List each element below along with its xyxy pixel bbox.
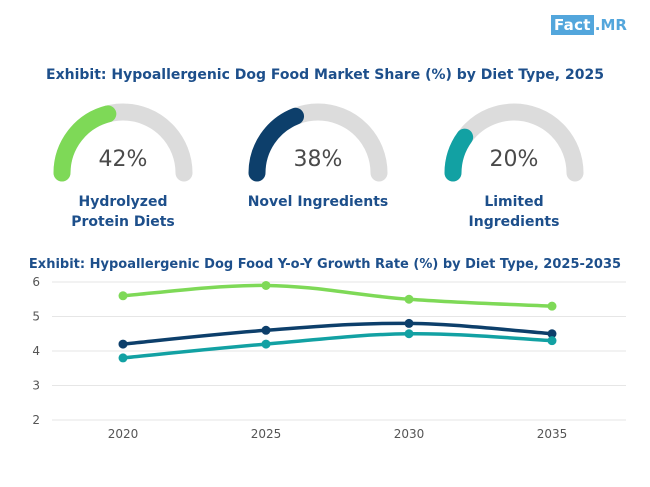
brand-logo-dot: .	[594, 16, 601, 34]
data-point	[547, 329, 557, 339]
data-point	[404, 318, 414, 328]
brand-logo-part2: MR	[600, 16, 627, 34]
gauge-limited-ingredients: 20% Limited Ingredients	[436, 100, 592, 240]
brand-logo-part1: Fact	[551, 15, 594, 35]
y-tick-label: 3	[32, 379, 40, 393]
data-point	[261, 325, 271, 335]
gauge-value: 20%	[489, 147, 539, 172]
data-point	[547, 336, 557, 346]
gauge-fill	[53, 105, 117, 182]
data-point	[404, 329, 414, 339]
gauge-value: 38%	[293, 147, 343, 172]
y-tick-label: 6	[32, 275, 40, 289]
gauge-label-line2: Ingredients	[468, 214, 560, 230]
x-tick-label: 2030	[394, 427, 425, 441]
gauge-arc-limited-ingredients	[444, 103, 584, 182]
gauge-label-line1: Limited	[484, 194, 544, 210]
data-point	[547, 301, 557, 311]
gauge-novel-ingredients: 38% Novel Ingredients	[240, 100, 396, 240]
gauge-label-line2: Protein Diets	[71, 214, 175, 230]
series-line	[121, 331, 554, 360]
x-tick-label: 2025	[251, 427, 282, 441]
data-point	[118, 339, 128, 349]
y-tick-label: 5	[32, 310, 40, 324]
brand-logo: Fact. MR	[551, 15, 627, 35]
gauge-label-line1: Novel Ingredients	[247, 194, 389, 210]
x-tick-label: 2020	[108, 427, 139, 441]
data-point	[404, 294, 414, 304]
data-point	[118, 353, 128, 363]
data-point	[118, 291, 128, 301]
gauge-label: Novel Ingredients	[220, 192, 416, 212]
x-tick-label: 2035	[537, 427, 568, 441]
gauge-arc-novel-ingredients	[248, 103, 388, 182]
gauge-fill	[444, 128, 474, 182]
y-tick-label: 2	[32, 413, 40, 427]
data-point	[261, 280, 271, 290]
gauge-fill	[248, 107, 305, 182]
series-line	[121, 321, 554, 346]
series-line	[121, 283, 554, 308]
data-point	[261, 339, 271, 349]
y-tick-label: 4	[32, 344, 40, 358]
gauge-chart-title: Exhibit: Hypoallergenic Dog Food Market …	[46, 67, 604, 83]
gauge-label: Limited Ingredients	[416, 192, 612, 232]
gauge-label: Hydrolyzed Protein Diets	[25, 192, 221, 232]
gauge-hydrolyzed-protein: 42% Hydrolyzed Protein Diets	[45, 100, 201, 240]
line-chart-title: Exhibit: Hypoallergenic Dog Food Y-o-Y G…	[28, 257, 622, 272]
gauge-arc-hydrolyzed-protein	[53, 103, 193, 182]
gauge-value: 42%	[98, 147, 148, 172]
gauge-label-line1: Hydrolyzed	[78, 194, 168, 210]
